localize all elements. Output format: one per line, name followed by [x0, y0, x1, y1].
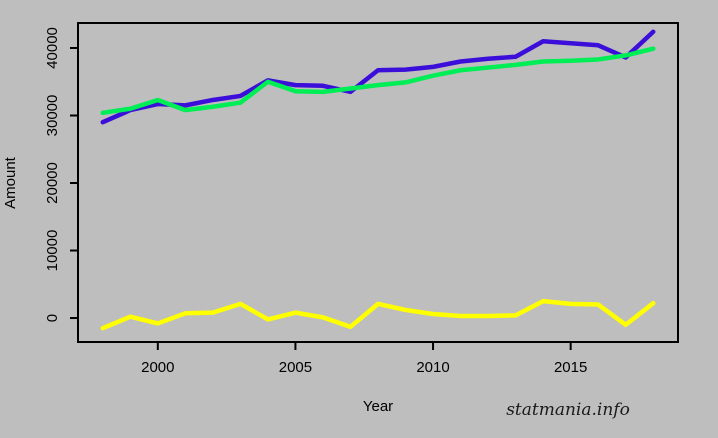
- y-tick-label: 0: [44, 314, 61, 322]
- x-axis-title: Year: [363, 398, 393, 415]
- yellow-series-line: [100, 298, 656, 331]
- series-layer: [100, 29, 656, 331]
- x-tick-label: 2005: [279, 359, 312, 376]
- y-tick-label: 10000: [44, 230, 61, 272]
- x-tick-label: 2015: [554, 359, 587, 376]
- axes-ticks-layer: 2000 2005 2010 2015 0 10000 20000 30000 40000: [44, 27, 587, 376]
- green-series-line: [100, 46, 656, 116]
- y-tick-label: 20000: [44, 162, 61, 204]
- y-tick-label: 40000: [44, 27, 61, 69]
- x-tick-label: 2000: [141, 359, 174, 376]
- watermark: statmania.info: [506, 400, 630, 420]
- y-tick-label: 30000: [44, 95, 61, 137]
- y-axis-title: Amount: [2, 156, 19, 209]
- purple-series-line: [100, 29, 656, 125]
- x-tick-label: 2010: [416, 359, 449, 376]
